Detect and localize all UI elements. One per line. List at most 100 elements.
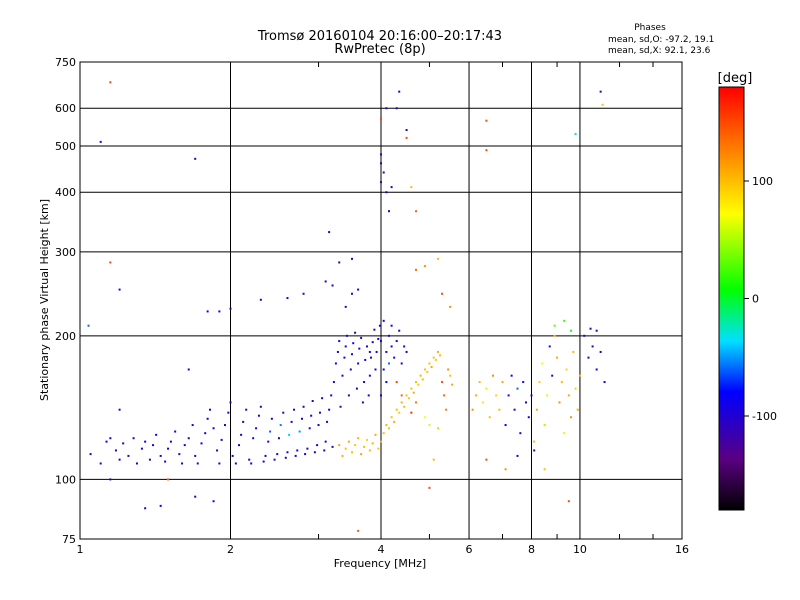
data-point: [212, 427, 215, 430]
data-point: [578, 374, 581, 377]
y-axis-ticks: 75 100 200 300 400 500 600 750: [55, 56, 76, 546]
data-point: [364, 358, 367, 361]
x-axis-ticks: 1 2 4 6 8 10 16: [77, 543, 690, 556]
data-point: [405, 136, 408, 139]
data-point: [204, 432, 207, 435]
data-point: [510, 374, 513, 377]
data-point: [410, 411, 413, 414]
data-point: [424, 368, 427, 371]
data-point: [572, 350, 575, 353]
data-point: [229, 307, 232, 310]
data-point: [298, 430, 301, 433]
data-point: [99, 140, 102, 143]
data-point: [432, 356, 435, 359]
data-point: [99, 462, 102, 465]
data-point: [286, 297, 289, 300]
data-point: [385, 350, 388, 353]
data-point: [380, 440, 382, 443]
data-point: [377, 337, 380, 340]
x-tick-label: 2: [227, 543, 234, 556]
data-point: [264, 454, 267, 457]
colorbar-ticks: 100 0 -100: [744, 175, 777, 423]
data-point: [380, 162, 382, 165]
data-point: [382, 368, 385, 371]
data-point: [504, 468, 507, 471]
data-point: [352, 342, 355, 345]
data-point: [417, 383, 420, 386]
data-point: [595, 368, 598, 371]
data-point: [159, 504, 162, 507]
data-point: [485, 458, 488, 461]
data-point: [447, 368, 450, 371]
data-point: [382, 171, 385, 174]
data-point: [358, 347, 361, 350]
data-point: [227, 411, 230, 414]
data-point: [405, 394, 408, 397]
data-point: [349, 368, 352, 371]
x-tick-label: 16: [675, 543, 689, 556]
data-point: [380, 117, 382, 120]
data-point: [109, 437, 112, 440]
data-point: [87, 324, 90, 327]
data-point: [313, 451, 316, 454]
data-point: [218, 462, 221, 465]
data-point: [109, 261, 112, 264]
data-point: [387, 427, 390, 430]
data-point: [231, 454, 234, 457]
data-point: [491, 374, 494, 377]
data-point: [390, 416, 393, 419]
data-point: [114, 449, 117, 452]
data-point: [395, 340, 398, 343]
data-point: [338, 340, 341, 343]
data-point: [357, 529, 360, 532]
data-point: [167, 447, 170, 450]
data-point: [371, 341, 374, 344]
data-point: [403, 405, 406, 408]
data-point: [370, 356, 373, 359]
data-point: [398, 411, 401, 414]
data-point: [324, 280, 327, 283]
data-point: [269, 430, 272, 433]
data-point: [277, 437, 280, 440]
data-point: [475, 394, 478, 397]
data-point: [574, 387, 577, 390]
data-point: [390, 345, 393, 348]
data-point: [387, 362, 390, 365]
data-point: [374, 433, 377, 436]
data-point: [587, 356, 590, 359]
data-point: [252, 437, 255, 440]
data-point: [318, 411, 321, 414]
data-point: [543, 424, 546, 427]
x-tick-label: 4: [378, 543, 385, 556]
data-point: [574, 132, 577, 135]
data-point: [367, 394, 370, 397]
data-point: [533, 440, 536, 443]
data-point: [324, 440, 327, 443]
data-point: [565, 368, 568, 371]
data-point: [155, 433, 158, 436]
stats-line-x: mean, sd,X: 92.1, 23.6: [608, 46, 711, 56]
data-point: [599, 350, 602, 353]
colorbar-tick-label: -100: [752, 410, 777, 423]
data-point: [426, 370, 429, 373]
grid-lines: [80, 62, 682, 539]
data-point: [270, 417, 273, 420]
data-point: [387, 210, 390, 213]
colorbar-tick-label: 0: [752, 293, 759, 306]
data-point: [331, 445, 334, 448]
x-axis-label: Frequency [MHz]: [334, 557, 426, 570]
data-point: [527, 416, 530, 419]
data-point: [308, 427, 311, 430]
data-point: [194, 454, 197, 457]
data-point: [563, 432, 566, 435]
data-point: [229, 401, 232, 404]
data-point: [398, 90, 401, 93]
data-point: [194, 157, 197, 160]
data-point: [347, 394, 350, 397]
data-point: [187, 368, 190, 371]
data-point: [317, 424, 320, 427]
x-tick-label: 10: [573, 543, 587, 556]
data-point: [344, 447, 347, 450]
data-point: [118, 408, 121, 411]
data-point: [169, 440, 172, 443]
